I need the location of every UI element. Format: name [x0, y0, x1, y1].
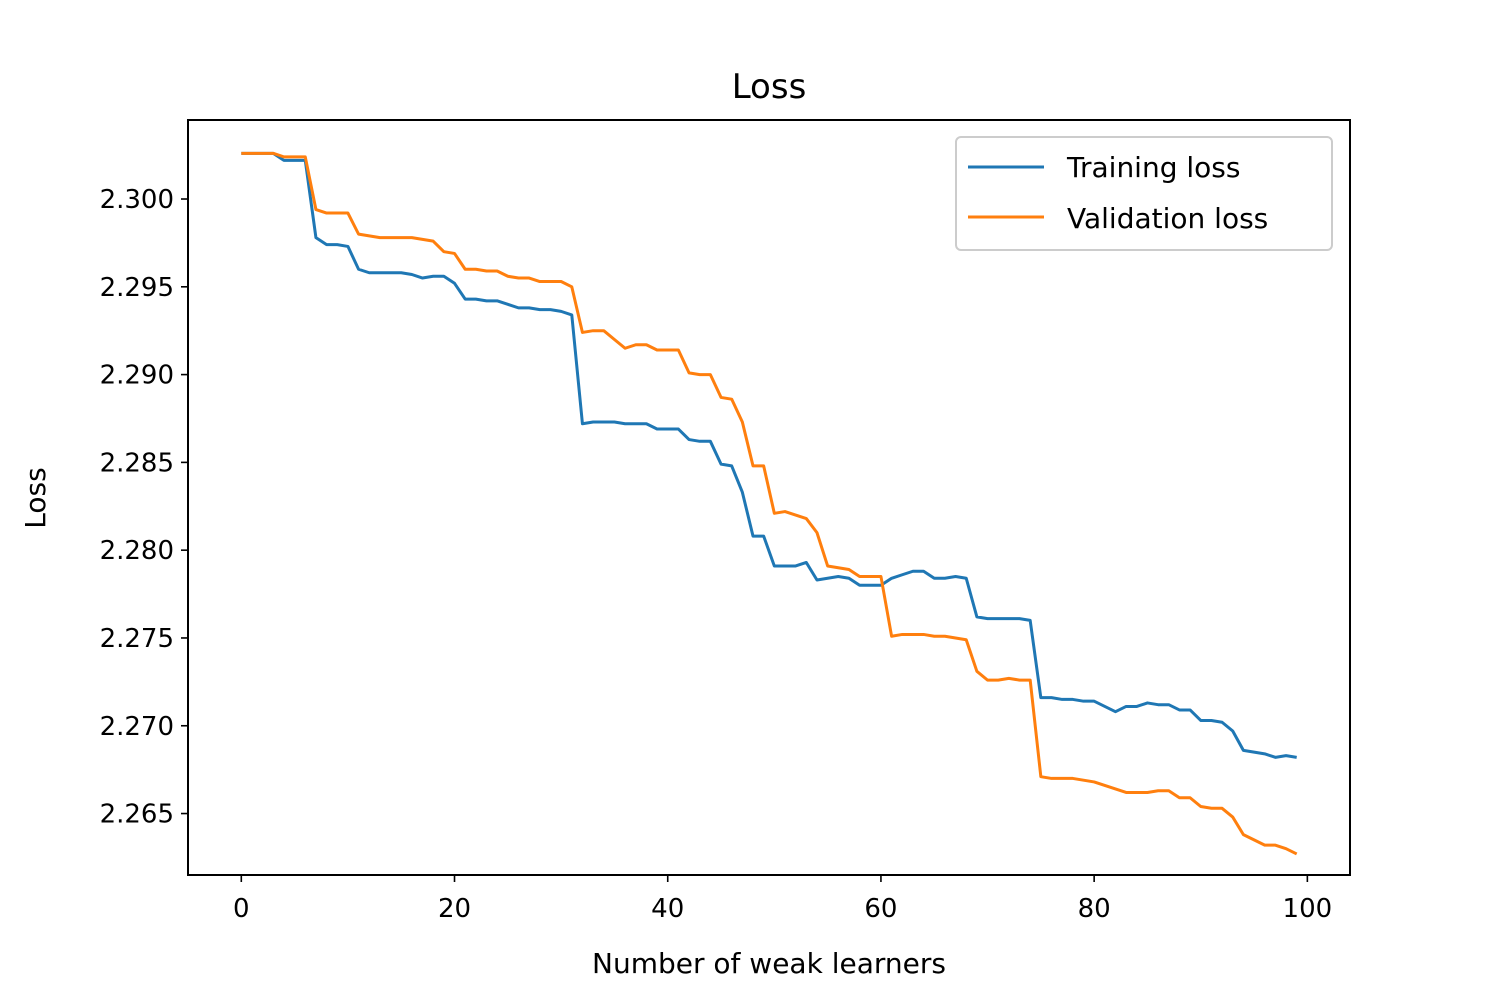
chart-title: Loss	[732, 67, 807, 107]
y-tick-label: 2.300	[100, 185, 174, 215]
y-tick-label: 2.290	[100, 361, 174, 391]
y-axis-label: Loss	[19, 467, 52, 528]
y-tick-label: 2.280	[100, 536, 174, 566]
series-group	[241, 151, 1298, 856]
x-tick-label: 80	[1078, 894, 1111, 924]
series-line-training	[241, 151, 1297, 759]
x-tick-label: 100	[1283, 894, 1333, 924]
x-tick-label: 40	[651, 894, 684, 924]
y-axis: 2.265 2.270 2.275 2.280 2.285 2.290 2.295 2.300	[100, 185, 188, 830]
legend-box	[955, 136, 1333, 251]
y-tick-label: 2.270	[100, 712, 174, 742]
y-tick-label: 2.295	[100, 273, 174, 303]
series-line-validation	[241, 151, 1298, 856]
axes-frame	[187, 119, 1351, 876]
x-axis-label: Number of weak learners	[592, 947, 946, 980]
legend-label-validation: Validation loss	[1067, 202, 1268, 235]
legend-label-training: Training loss	[1066, 151, 1240, 184]
plot-area	[187, 119, 1351, 876]
x-tick-label: 20	[438, 894, 471, 924]
x-axis: 0 20 40 60 80 100	[233, 875, 1332, 924]
y-tick-label: 2.285	[100, 448, 174, 478]
y-tick-label: 2.275	[100, 624, 174, 654]
y-tick-label: 2.265	[100, 800, 174, 830]
legend: Training loss Validation loss	[955, 136, 1333, 251]
x-tick-label: 0	[233, 894, 250, 924]
x-tick-label: 60	[864, 894, 897, 924]
